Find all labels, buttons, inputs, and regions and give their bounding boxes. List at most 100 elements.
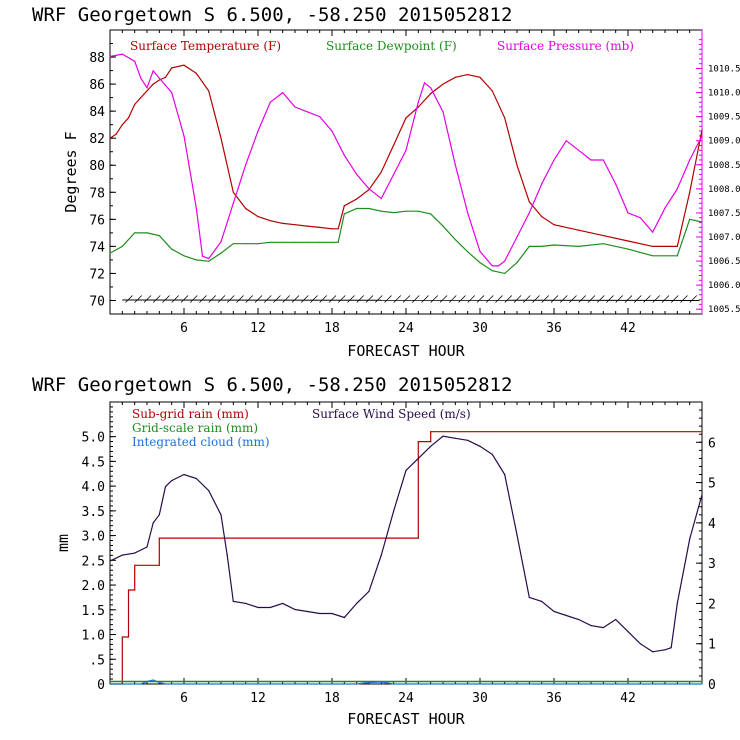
wind-barb (402, 295, 411, 303)
data-point-temperature (220, 137, 222, 139)
data-point-cloud (140, 683, 142, 685)
data-point-pressure (146, 87, 148, 89)
wind-barb (162, 295, 170, 303)
data-point-temperature (467, 74, 469, 76)
data-point-temperature (171, 67, 173, 69)
data-point-dewpoint (479, 262, 481, 264)
data-point-temperature (491, 90, 493, 92)
data-point-temperature (208, 90, 210, 92)
data-point-wind (467, 439, 469, 441)
series-line-pressure (109, 53, 703, 267)
data-point-pressure (504, 260, 506, 262)
data-point-temperature (115, 133, 117, 135)
data-point-pressure (423, 82, 426, 84)
data-point-dewpoint (454, 239, 456, 241)
data-point-wind (676, 602, 678, 605)
data-point-wind (306, 610, 308, 613)
y-tick-label: 4.5 (82, 455, 105, 470)
data-point-wind (269, 606, 271, 609)
data-point-pressure (701, 135, 703, 137)
data-point-subgrid (134, 564, 136, 566)
data-point-subgrid (127, 636, 130, 638)
data-point-wind (232, 600, 234, 603)
legend-entry-gridscale: Grid-scale rain (mm) (132, 421, 258, 435)
data-point-wind (565, 614, 567, 617)
wind-barb (522, 295, 531, 303)
legend-entry-subgrid: Sub-grid rain (mm) (132, 407, 249, 421)
data-point-gridscale (109, 680, 111, 683)
data-point-cloud (380, 681, 382, 683)
data-point-wind (701, 494, 703, 496)
data-point-pressure (430, 87, 432, 89)
wind-barb (273, 295, 281, 303)
y2-tick-label: 1007.0 (708, 233, 740, 243)
y2-tick-label: 1 (708, 638, 716, 653)
x-tick-label: 42 (620, 691, 636, 706)
wind-barb (485, 295, 494, 303)
data-point-temperature (516, 164, 518, 166)
x-tick-label: 24 (398, 321, 414, 336)
data-point-wind (430, 445, 432, 447)
data-point-pressure (220, 241, 222, 243)
data-point-temperature (245, 207, 247, 210)
data-point-cloud (146, 680, 148, 683)
wind-barb (411, 295, 420, 303)
data-point-pressure (467, 212, 469, 214)
data-point-pressure (454, 164, 456, 166)
data-point-temperature (282, 222, 284, 224)
wind-barb (263, 295, 272, 303)
y-axis-label: mm (54, 534, 72, 552)
data-point-dewpoint (183, 255, 185, 257)
data-point-pressure (602, 159, 604, 161)
data-point-temperature (442, 83, 444, 85)
data-point-pressure (245, 164, 247, 166)
x-tick-label: 6 (180, 321, 188, 336)
data-point-dewpoint (356, 207, 358, 210)
wind-barb (495, 295, 503, 303)
x-tick-label: 24 (398, 691, 414, 706)
y-axis-label: Degrees F (62, 131, 80, 212)
data-point-subgrid (158, 537, 160, 539)
wind-barb (421, 295, 429, 303)
data-point-pressure (491, 265, 493, 267)
y2-tick-label: 1005.5 (708, 305, 740, 315)
y2-tick-label: 0 (708, 678, 716, 693)
data-point-wind (639, 643, 641, 645)
data-point-temperature (294, 224, 296, 226)
data-point-pressure (405, 149, 407, 151)
data-point-wind (245, 602, 247, 605)
data-point-subgrid (701, 431, 703, 433)
data-point-dewpoint (516, 262, 518, 264)
wind-barb (245, 295, 254, 303)
wind-barb (171, 295, 180, 303)
data-point-cloud (164, 683, 167, 685)
y-tick-label: 3.5 (82, 505, 105, 520)
data-point-wind (652, 651, 654, 653)
data-point-pressure (528, 212, 530, 214)
y-tick-label: 2.5 (82, 554, 105, 569)
data-point-dewpoint (676, 255, 678, 257)
data-point-pressure (590, 159, 592, 161)
wind-barb (152, 295, 161, 303)
data-point-cloud (393, 683, 395, 685)
wind-barb (393, 295, 402, 303)
wind-barb (374, 295, 383, 303)
data-point-temperature (504, 117, 506, 119)
data-point-pressure (282, 92, 284, 94)
data-point-temperature (319, 226, 321, 228)
data-point-dewpoint (158, 235, 160, 237)
data-point-wind (528, 596, 530, 599)
data-point-subgrid (417, 537, 419, 539)
y-tick-label: 78 (89, 186, 105, 201)
data-point-temperature (306, 225, 308, 227)
data-point-cloud (356, 683, 358, 685)
data-point-dewpoint (602, 243, 604, 245)
wind-barb (680, 295, 688, 303)
x-tick-label: 12 (250, 321, 266, 336)
data-point-pressure (343, 154, 345, 156)
data-point-wind (343, 616, 345, 619)
y-tick-label: 74 (89, 240, 105, 255)
data-point-temperature (676, 245, 678, 247)
data-point-pressure (109, 55, 111, 58)
data-point-cloud (701, 683, 703, 685)
